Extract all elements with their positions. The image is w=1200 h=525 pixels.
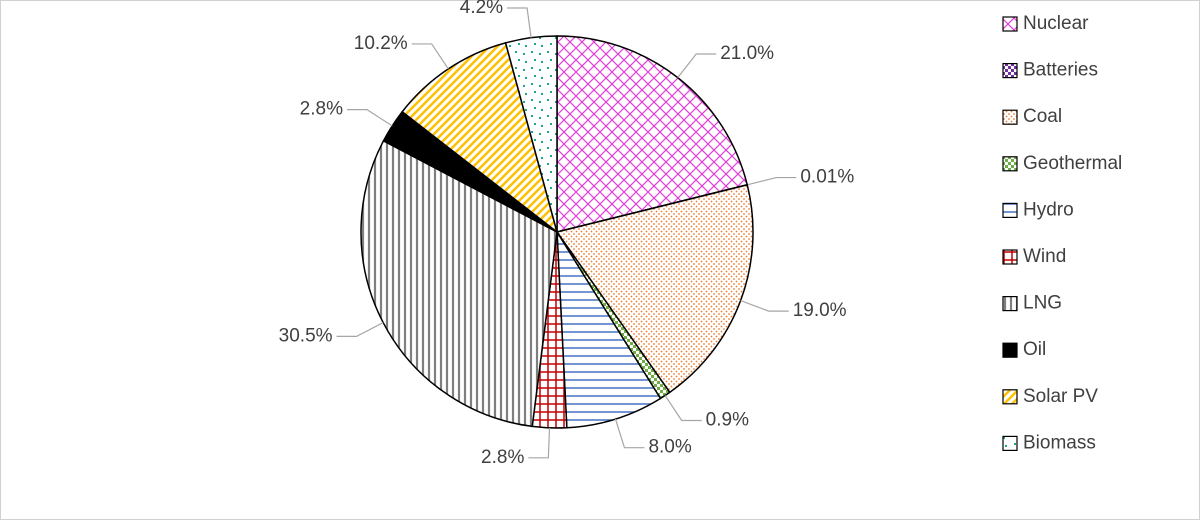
data-label: 2.8%: [300, 99, 343, 120]
leader-line: [664, 395, 702, 422]
legend-label: Wind: [1023, 246, 1066, 267]
data-label: 0.01%: [800, 167, 854, 188]
leader-line: [614, 418, 645, 449]
leader-line: [507, 7, 532, 38]
leader-line: [336, 322, 384, 338]
legend-label: Biomass: [1023, 432, 1096, 453]
leader-line: [528, 427, 551, 459]
legend-swatch: [1002, 62, 1018, 79]
leader-line: [740, 300, 789, 312]
leader-line: [346, 109, 393, 127]
data-label: 0.9%: [706, 410, 749, 431]
pie-slice: [360, 139, 558, 428]
data-label: 19.0%: [793, 300, 847, 321]
data-label: 4.2%: [460, 0, 503, 18]
legend-swatch: [1002, 249, 1018, 265]
legend-swatch: [1002, 296, 1018, 312]
pie-slice: [556, 35, 749, 233]
leader-line: [411, 43, 449, 70]
legend-label: LNG: [1023, 293, 1062, 314]
leader-line: [677, 53, 717, 78]
data-label: 30.5%: [279, 325, 333, 346]
legend-swatch: [1002, 389, 1018, 405]
pie-slice: [555, 183, 754, 394]
legend-label: Geothermal: [1023, 153, 1122, 174]
legend-swatch: [1002, 156, 1018, 172]
pie-slice: [556, 229, 662, 429]
legend-swatch: [1002, 109, 1018, 125]
legend-swatch: [1002, 16, 1018, 32]
data-label: 8.0%: [648, 437, 691, 458]
legend-label: Oil: [1023, 339, 1046, 360]
legend-swatch: [1002, 435, 1018, 451]
legend-swatch: [1002, 202, 1018, 218]
legend-label: Hydro: [1023, 199, 1074, 220]
legend-label: Coal: [1023, 106, 1062, 127]
legend-swatch: [1002, 342, 1018, 358]
data-label: 2.8%: [481, 447, 524, 468]
data-label: 10.2%: [354, 33, 408, 54]
legend-label: Batteries: [1023, 60, 1098, 81]
legend-label: Nuclear: [1023, 13, 1089, 34]
legend-label: Solar PV: [1023, 386, 1098, 407]
leader-line: [747, 176, 797, 186]
data-label: 21.0%: [720, 43, 774, 64]
pie-slice: [504, 35, 558, 233]
